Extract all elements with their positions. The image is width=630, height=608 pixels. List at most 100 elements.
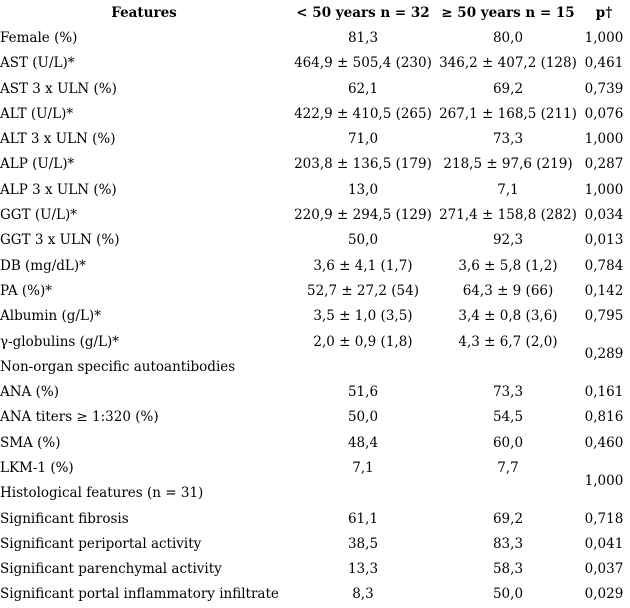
group-50-and-over-value: 73,3 bbox=[492, 131, 524, 148]
group-50-and-over-value: 92,3 bbox=[492, 232, 524, 249]
table-row: GGT 3 x ULN (%) 50,0 92,3 0,013 bbox=[0, 228, 630, 253]
group-under-50-value: 13,0 bbox=[347, 181, 379, 198]
group-under-50-value: 48,4 bbox=[347, 434, 379, 451]
p-value: 0,142 bbox=[584, 282, 624, 299]
p-value: 0,784 bbox=[584, 257, 624, 274]
group-under-50-value: 422,9 ± 410,5 (265) bbox=[294, 105, 432, 122]
feature-label: GGT 3 x ULN (%) bbox=[0, 232, 120, 249]
group-under-50-value: 51,6 bbox=[347, 384, 379, 401]
group-50-and-over-value: 80,0 bbox=[492, 29, 524, 46]
group-50-and-over-value: 83,3 bbox=[492, 535, 524, 552]
group-50-and-over-value: 60,0 bbox=[492, 434, 524, 451]
column-header-group-50-and-over: ≥ 50 years n = 15 bbox=[441, 4, 575, 21]
group-under-50-value: 71,0 bbox=[347, 131, 379, 148]
p-value: 0,161 bbox=[584, 384, 624, 401]
group-50-and-over-value: 4,3 ± 6,7 (2,0) bbox=[458, 333, 558, 350]
feature-label: GGT (U/L)* bbox=[0, 207, 78, 224]
feature-label: γ-globulins (g/L)* bbox=[0, 333, 120, 350]
table-row: ALT 3 x ULN (%) 71,0 73,3 1,000 bbox=[0, 126, 630, 151]
p-value: 0,289 bbox=[584, 346, 624, 363]
section-header-label: Non-organ specific autoantibodies bbox=[0, 358, 236, 375]
column-header-features: Features bbox=[111, 4, 177, 21]
group-under-50-value: 61,1 bbox=[347, 510, 379, 527]
table-row: ALP (U/L)* 203,8 ± 136,5 (179) 218,5 ± 97,… bbox=[0, 152, 630, 177]
table-row: ALP 3 x ULN (%) 13,0 7,1 1,000 bbox=[0, 177, 630, 202]
p-value: 0,041 bbox=[584, 535, 624, 552]
feature-label: AST (U/L)* bbox=[0, 55, 75, 72]
group-50-and-over-value: 50,0 bbox=[492, 586, 524, 603]
group-50-and-over-value bbox=[438, 481, 578, 506]
feature-label: Significant periportal activity bbox=[0, 535, 202, 552]
table-row: AST (U/L)* 464,9 ± 505,4 (230) 346,2 ± 407… bbox=[0, 51, 630, 76]
group-50-and-over-value: 3,4 ± 0,8 (3,6) bbox=[458, 308, 558, 325]
table-row: GGT (U/L)* 220,9 ± 294,5 (129) 271,4 ± 158… bbox=[0, 202, 630, 227]
table-row: ANA (%) 51,6 73,3 0,161 bbox=[0, 379, 630, 404]
group-50-and-over-value: 271,4 ± 158,8 (282) bbox=[439, 207, 577, 224]
group-under-50-value: 8,3 bbox=[352, 586, 374, 603]
feature-label: AST 3 x ULN (%) bbox=[0, 80, 117, 97]
group-under-50-value: 62,1 bbox=[347, 80, 379, 97]
section-header-row: Non-organ specific autoantibodies bbox=[0, 354, 630, 379]
group-under-50-value bbox=[288, 481, 438, 506]
section-header-label: Histological features (n = 31) bbox=[0, 485, 204, 502]
table-row: PA (%)* 52,7 ± 27,2 (54) 64,3 ± 9 (66) 0,14… bbox=[0, 278, 630, 303]
group-under-50-value bbox=[288, 354, 438, 379]
feature-label: Albumin (g/L)* bbox=[0, 308, 101, 325]
section-header-row: Histological features (n = 31) bbox=[0, 481, 630, 506]
table-row: LKM-1 (%) 7,1 7,7 1,000 bbox=[0, 455, 630, 489]
table-row: SMA (%) 48,4 60,0 0,460 bbox=[0, 430, 630, 455]
group-under-50-value: 3,5 ± 1,0 (3,5) bbox=[313, 308, 413, 325]
group-under-50-value: 3,6 ± 4,1 (1,7) bbox=[313, 257, 413, 274]
feature-label: Significant portal inflammatory infiltra… bbox=[0, 586, 279, 603]
column-header-p-value: p† bbox=[595, 4, 613, 21]
feature-label: ANA titers ≥ 1:320 (%) bbox=[0, 409, 159, 426]
table-row: Significant portal inflammatory infiltra… bbox=[0, 582, 630, 607]
group-under-50-value: 81,3 bbox=[347, 29, 379, 46]
p-value: 0,460 bbox=[584, 434, 624, 451]
table-row: DB (mg/dL)* 3,6 ± 4,1 (1,7) 3,6 ± 5,8 (1,2… bbox=[0, 253, 630, 278]
table-row: Significant periportal activity 38,5 83,3 0… bbox=[0, 531, 630, 556]
feature-label: SMA (%) bbox=[0, 434, 61, 451]
table-row: Significant fibrosis 61,1 69,2 0,718 bbox=[0, 506, 630, 531]
table-row: γ-globulins (g/L)* 2,0 ± 0,9 (1,8) 4,3 ± 6… bbox=[0, 329, 630, 363]
group-50-and-over-value: 3,6 ± 5,8 (1,2) bbox=[458, 257, 558, 274]
p-value: 0,037 bbox=[584, 561, 624, 578]
group-under-50-value: 220,9 ± 294,5 (129) bbox=[294, 207, 432, 224]
p-value: 0,461 bbox=[584, 55, 624, 72]
group-50-and-over-value bbox=[438, 354, 578, 379]
p-value: 0,287 bbox=[584, 156, 624, 173]
p-value: 0,739 bbox=[584, 80, 624, 97]
header-row: Features < 50 years n = 32 ≥ 50 years n … bbox=[0, 0, 630, 25]
group-50-and-over-value: 54,5 bbox=[492, 409, 524, 426]
group-50-and-over-value: 69,2 bbox=[492, 80, 524, 97]
p-value: 1,000 bbox=[584, 181, 624, 198]
p-value: 0,013 bbox=[584, 232, 624, 249]
group-50-and-over-value: 73,3 bbox=[492, 384, 524, 401]
group-50-and-over-value: 7,1 bbox=[497, 181, 519, 198]
table-body: Female (%) 81,3 80,0 1,000 AST (U/L)* 464,9 ±… bbox=[0, 25, 630, 607]
p-value: 0,795 bbox=[584, 308, 624, 325]
feature-label: ANA (%) bbox=[0, 384, 59, 401]
p-value: 0,076 bbox=[584, 105, 624, 122]
feature-label: Significant fibrosis bbox=[0, 510, 129, 527]
table-row: Significant parenchymal activity 13,3 58,3… bbox=[0, 557, 630, 582]
group-50-and-over-value: 267,1 ± 168,5 (211) bbox=[439, 105, 577, 122]
feature-label: ALP 3 x ULN (%) bbox=[0, 181, 117, 198]
table-row: Female (%) 81,3 80,0 1,000 bbox=[0, 25, 630, 50]
group-50-and-over-value: 218,5 ± 97,6 (219) bbox=[443, 156, 573, 173]
p-value: 1,000 bbox=[584, 131, 624, 148]
table-row: Albumin (g/L)* 3,5 ± 1,0 (3,5) 3,4 ± 0,8 (… bbox=[0, 304, 630, 329]
p-value: 1,000 bbox=[584, 29, 624, 46]
group-under-50-value: 13,3 bbox=[347, 561, 379, 578]
group-under-50-value: 52,7 ± 27,2 (54) bbox=[306, 282, 419, 299]
group-50-and-over-value: 64,3 ± 9 (66) bbox=[462, 282, 554, 299]
feature-label: Female (%) bbox=[0, 29, 78, 46]
p-value: 0,029 bbox=[584, 586, 624, 603]
group-under-50-value: 38,5 bbox=[347, 535, 379, 552]
feature-label: Significant parenchymal activity bbox=[0, 561, 222, 578]
group-under-50-value: 203,8 ± 136,5 (179) bbox=[294, 156, 432, 173]
group-50-and-over-value: 7,7 bbox=[497, 459, 519, 476]
p-value: 0,034 bbox=[584, 207, 624, 224]
feature-label: ALT 3 x ULN (%) bbox=[0, 131, 116, 148]
